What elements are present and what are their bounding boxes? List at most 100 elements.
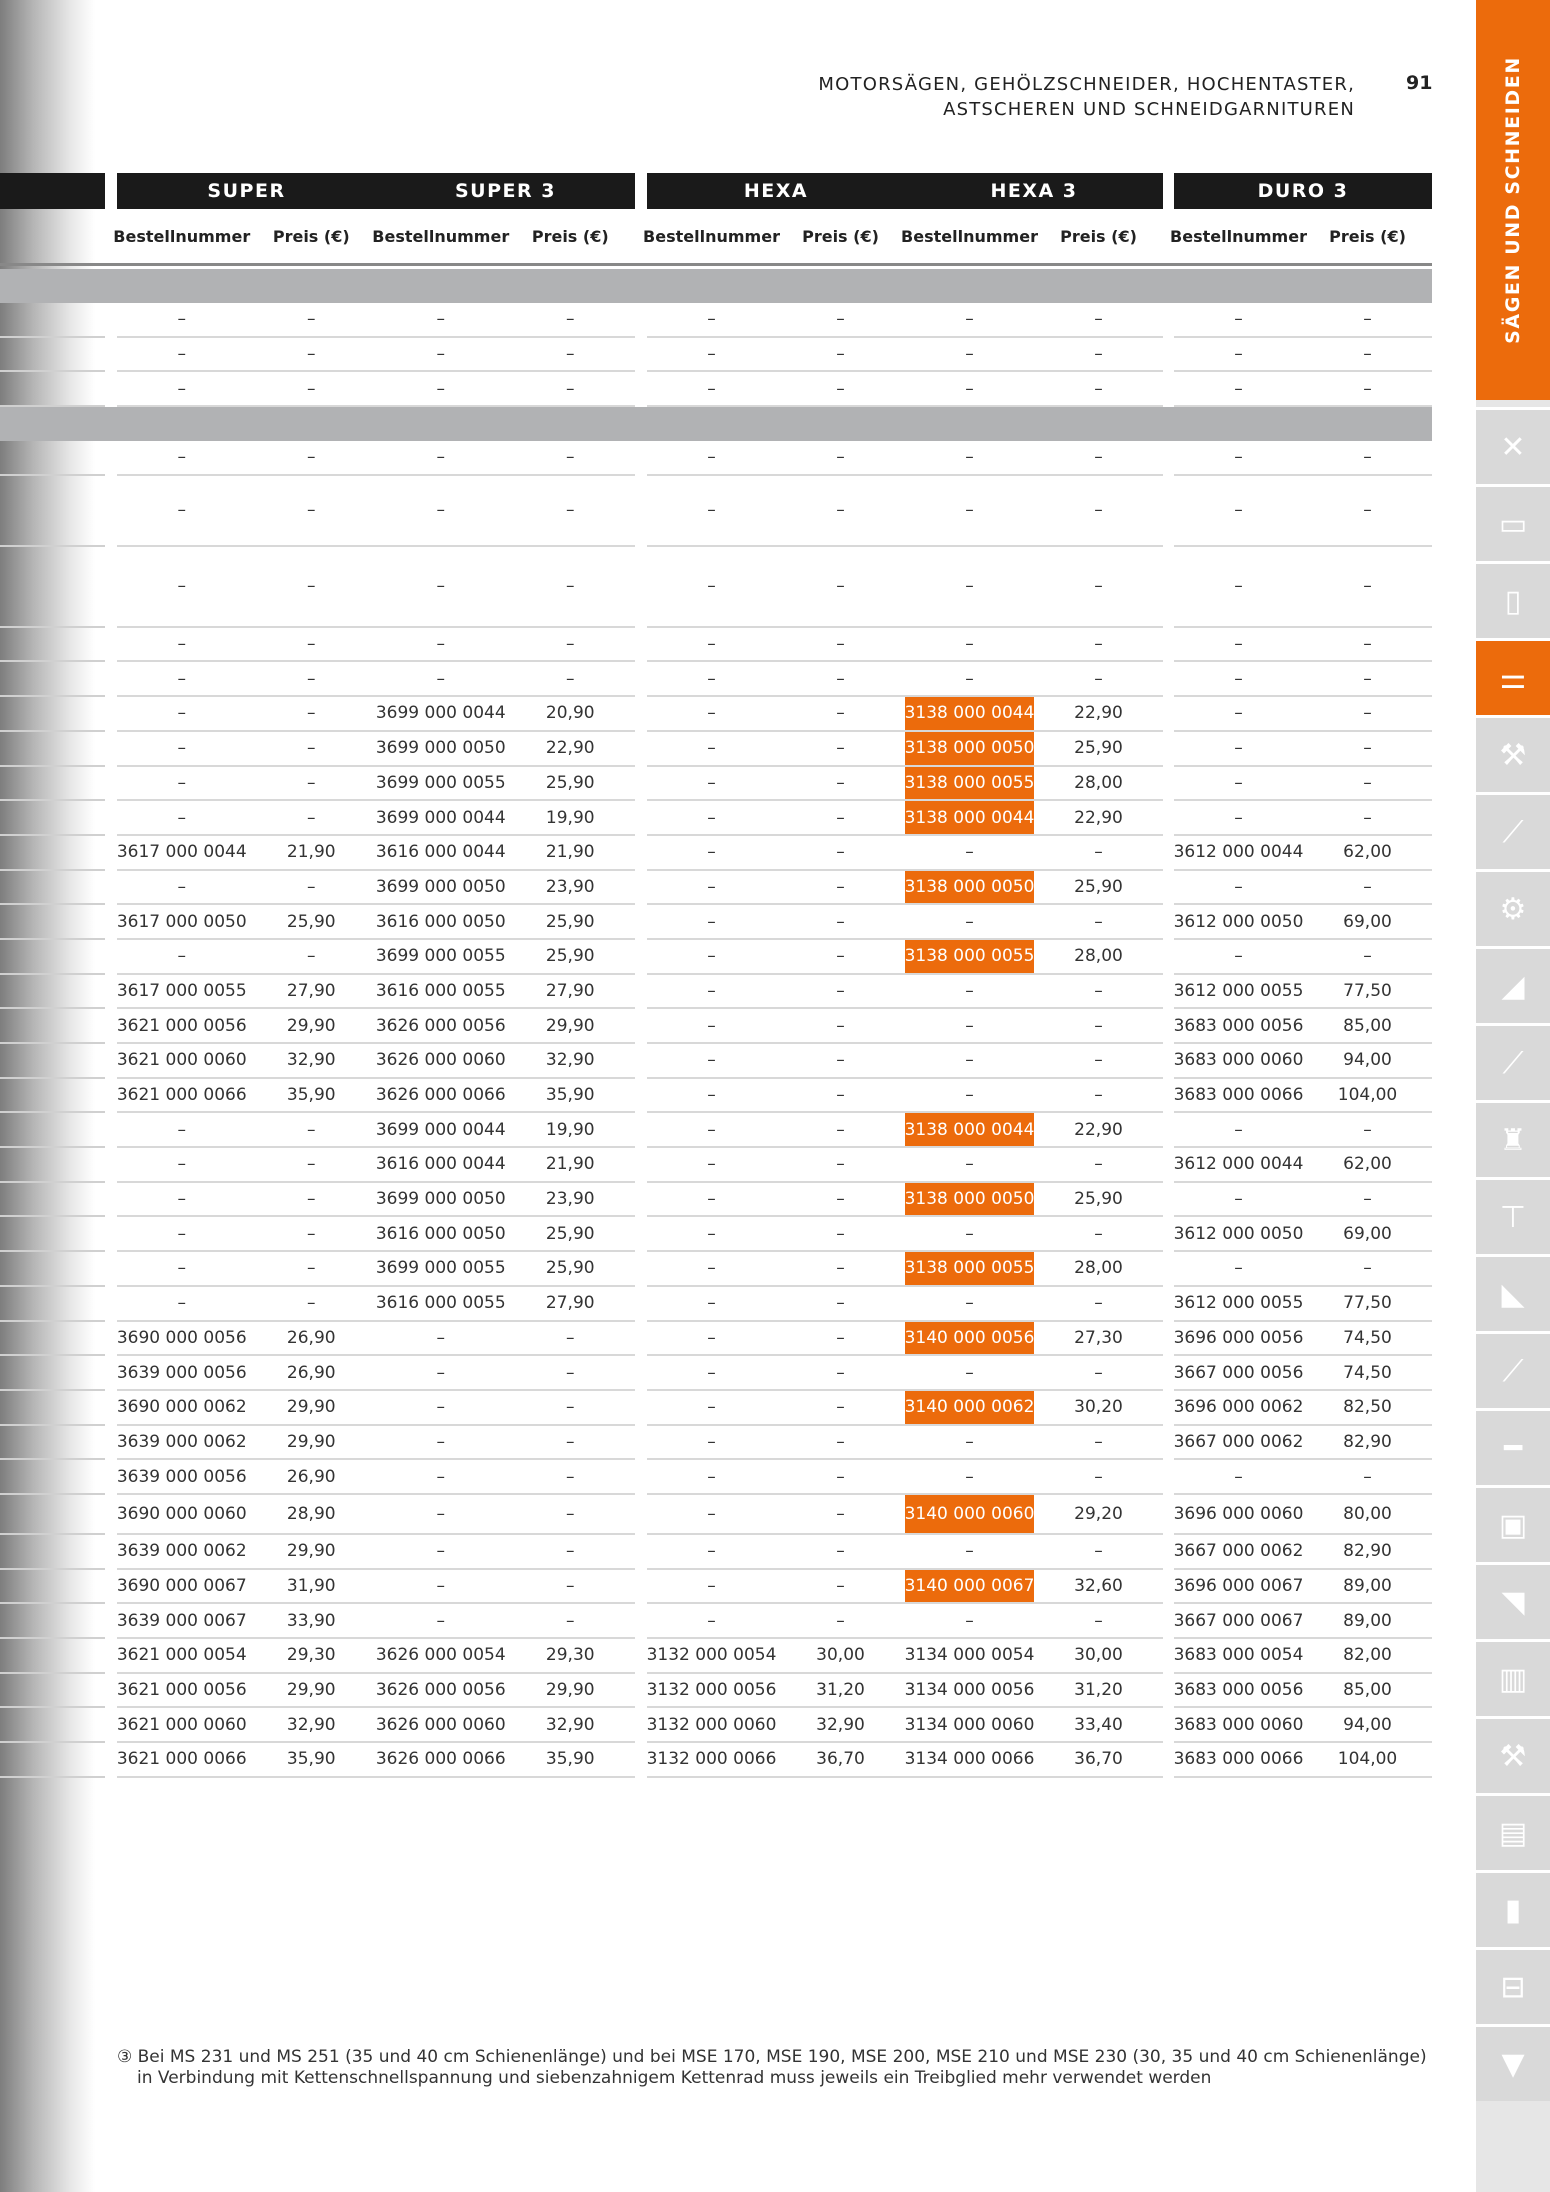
band-cell [647, 407, 776, 442]
sidebar-tile-brushcutter[interactable]: ⟋ [1476, 792, 1550, 869]
order-number: 3140 000 0062 [904, 1397, 1035, 1418]
price-cell: – [1034, 628, 1163, 663]
sidebar-tile-trimmer[interactable]: ⟋ [1476, 1023, 1550, 1100]
price: – [836, 1085, 845, 1106]
order-number-cell: – [647, 1252, 776, 1287]
price: – [307, 1223, 316, 1244]
order-number-cell: – [905, 1287, 1034, 1322]
order-number-cell: 3621 000 0056 [117, 1674, 247, 1709]
hedge-trimmer-icon: ━ [1503, 1430, 1523, 1466]
order-number: – [177, 876, 187, 897]
table-row: – – – – – – – – – – [0, 662, 1432, 698]
column-gap [635, 801, 647, 836]
order-number-cell: – [647, 732, 776, 767]
order-number-cell: – [905, 1044, 1034, 1079]
order-number-cell: – [1174, 441, 1303, 476]
order-number: 3617 000 0055 [116, 980, 247, 1001]
order-number-cell: 3699 000 0050 [376, 732, 506, 767]
column-gap [1163, 173, 1174, 209]
sidebar-tile-manual[interactable]: ▤ [1476, 1793, 1550, 1870]
sidebar-tile-lawnmower[interactable]: ◢ [1476, 946, 1550, 1023]
order-number: 3626 000 0056 [375, 1680, 506, 1701]
order-number: 3134 000 0066 [904, 1749, 1035, 1770]
order-number-cell: 3690 000 0056 [117, 1322, 247, 1357]
sidebar-tile-jacket[interactable]: ▥ [1476, 1639, 1550, 1716]
sidebar-tile-toolbox[interactable]: ⊟ [1476, 1947, 1550, 2024]
sidebar-tile-spray-bottle[interactable]: ▮ [1476, 1870, 1550, 1947]
band-cell [246, 269, 376, 303]
order-number: 3699 000 0050 [375, 738, 506, 759]
order-number-cell: 3621 000 0060 [117, 1044, 247, 1079]
column-gap [1163, 1708, 1174, 1743]
sidebar-tile-tools[interactable]: ✕ [1476, 407, 1550, 484]
order-number-cell: – [117, 697, 247, 732]
price: – [836, 344, 845, 365]
row-stub [0, 1183, 105, 1218]
order-number-cell: – [647, 940, 776, 975]
sidebar-tile-chainsaw[interactable]: ⚒ [1476, 715, 1550, 792]
order-number-cell: – [117, 303, 247, 338]
order-number: – [177, 634, 187, 655]
price: 22,90 [1074, 1119, 1123, 1140]
order-number-cell: – [647, 1426, 776, 1461]
order-number-cell: 3639 000 0056 [117, 1356, 247, 1391]
sidebar-tile-blower[interactable]: ◣ [1476, 1254, 1550, 1331]
section-tab[interactable]: SÄGEN UND SCHNEIDEN [1476, 0, 1550, 400]
order-number-cell: – [117, 801, 247, 836]
sidebar-tile-shredder[interactable]: ▣ [1476, 1485, 1550, 1562]
column-header: Preis (€) [246, 209, 376, 266]
price: – [566, 447, 575, 468]
column-gap [105, 1322, 117, 1357]
column-gap [105, 269, 117, 303]
price: 25,90 [545, 1223, 595, 1244]
price: 36,70 [816, 1749, 865, 1770]
order-number: – [707, 1327, 716, 1348]
tablet-icon: ▯ [1504, 583, 1522, 619]
manual-icon: ▤ [1498, 1815, 1528, 1851]
column-gap [1163, 1674, 1174, 1709]
order-number-cell: 3626 000 0056 [376, 1674, 506, 1709]
sidebar-tile-cutoff-saw[interactable]: ⚙ [1476, 869, 1550, 946]
order-number-cell: 3696 000 0067 [1174, 1570, 1303, 1605]
order-number-cell: – [647, 1148, 776, 1183]
price-cell: 22,90 [1034, 1113, 1163, 1149]
tools-icon: ✕ [1500, 429, 1526, 465]
order-number-cell: – [376, 303, 506, 338]
sidebar-tile-shirt[interactable]: ▼ [1476, 2024, 1550, 2101]
price: – [307, 500, 316, 521]
order-number: 3696 000 0062 [1173, 1397, 1304, 1418]
column-header: Preis (€) [1034, 209, 1163, 266]
sidebar-tile-saw-chain[interactable]: ⚌ [1476, 638, 1550, 715]
price: – [1094, 1223, 1103, 1244]
order-number-cell: – [905, 1460, 1034, 1495]
order-number: 3699 000 0050 [375, 1189, 506, 1210]
order-number: – [177, 1223, 187, 1244]
order-number-cell: – [905, 1079, 1034, 1114]
sidebar-tile-axe[interactable]: ⚒ [1476, 1716, 1550, 1793]
price-cell: 26,90 [246, 1322, 376, 1357]
price-cell: 94,00 [1303, 1044, 1432, 1079]
order-number-cell: – [647, 1183, 776, 1218]
sidebar-tile-battery[interactable]: ▭ [1476, 484, 1550, 561]
order-number-cell: – [117, 372, 247, 408]
sidebar-tile-pole-pruner[interactable]: ⟋ [1476, 1331, 1550, 1408]
sidebar-tile-robot-mower[interactable]: ◥ [1476, 1562, 1550, 1639]
order-number-cell-highlighted: 3138 000 0055 [904, 939, 1035, 975]
sidebar-tile-earth-auger[interactable]: ⊤ [1476, 1177, 1550, 1254]
column-gap [1163, 407, 1174, 442]
sidebar-tile-hedge-trimmer[interactable]: ━ [1476, 1408, 1550, 1485]
order-number: 3140 000 0060 [904, 1503, 1035, 1524]
price-cell: – [776, 905, 905, 940]
title-line-1: MOTORSÄGEN, GEHÖLZSCHNEIDER, HOCHENTASTE… [818, 74, 1355, 95]
order-number-cell: – [117, 1252, 247, 1287]
price-cell: – [776, 1148, 905, 1183]
shredder-icon: ▣ [1498, 1507, 1528, 1543]
order-number: – [436, 447, 446, 468]
order-number-cell: – [647, 767, 776, 802]
sidebar-tile-sprayer[interactable]: ♜ [1476, 1100, 1550, 1177]
order-number-cell: – [376, 1604, 506, 1639]
sidebar-tile-tablet[interactable]: ▯ [1476, 561, 1550, 638]
order-number-cell: 3134 000 0060 [905, 1708, 1034, 1744]
order-number: 3138 000 0044 [904, 703, 1035, 724]
row-stub [0, 1639, 105, 1674]
